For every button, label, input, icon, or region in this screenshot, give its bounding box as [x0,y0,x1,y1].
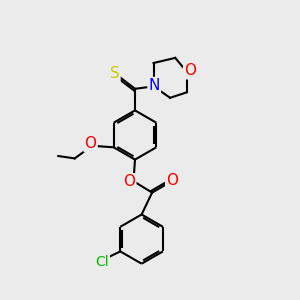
Text: O: O [123,174,135,189]
Text: S: S [110,66,119,81]
Text: O: O [85,136,97,151]
Text: Cl: Cl [95,256,109,269]
Text: N: N [148,78,160,93]
Text: O: O [166,173,178,188]
Text: O: O [184,63,196,78]
